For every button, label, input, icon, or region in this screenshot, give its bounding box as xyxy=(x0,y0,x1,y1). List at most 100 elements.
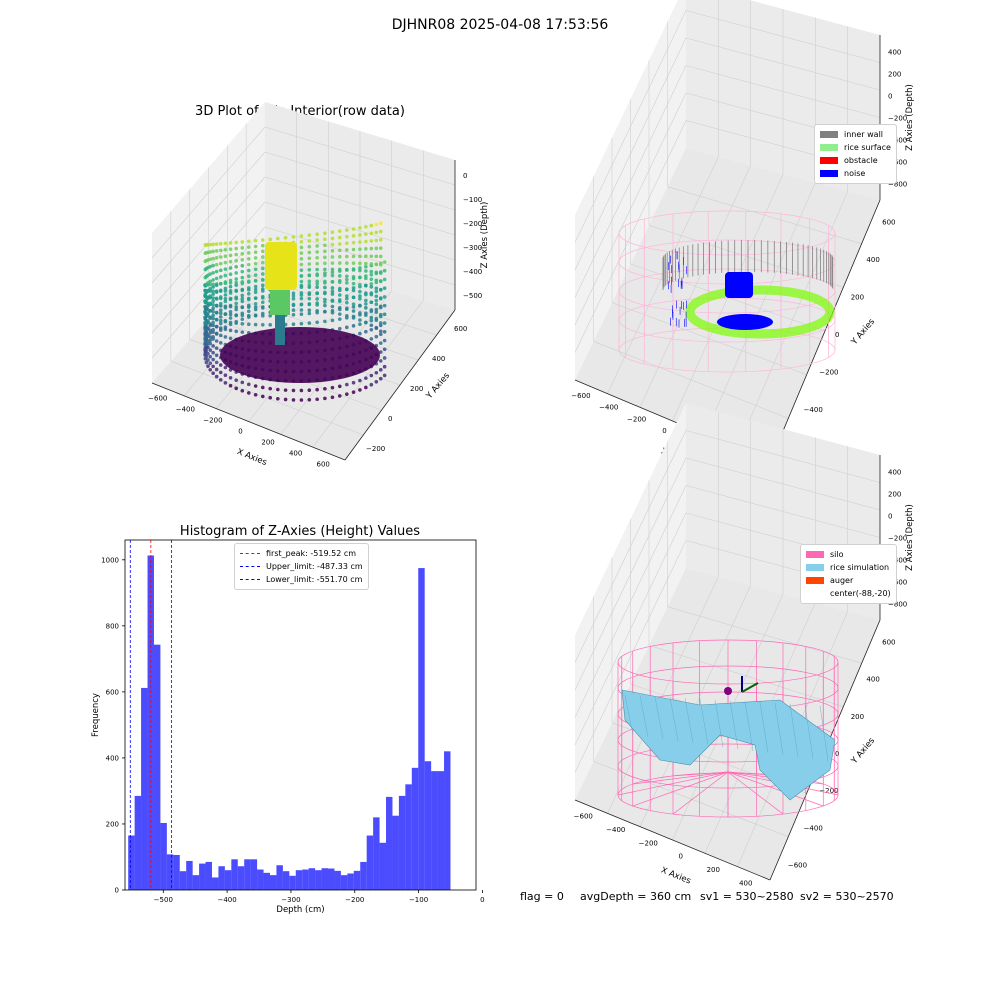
br-surface-mesh-line xyxy=(625,695,633,735)
tl-y-tick-label: 200 xyxy=(410,385,423,393)
tr-gridline xyxy=(575,66,686,298)
tl-cloud-point xyxy=(234,313,238,317)
br-silo-floor-spoke xyxy=(673,772,728,776)
histogram-bar xyxy=(360,862,366,890)
tl-cloud-point xyxy=(219,269,223,273)
histogram-bar xyxy=(289,876,295,890)
tl-cloud-point xyxy=(370,277,374,281)
tl-cloud-point xyxy=(247,292,251,296)
tl-cloud-point xyxy=(224,381,228,385)
histogram-bar xyxy=(405,784,411,890)
tl-cloud-point xyxy=(375,286,379,290)
tl-cloud-point xyxy=(254,245,258,249)
tl-cloud-point xyxy=(224,280,228,284)
tl-cloud-point xyxy=(331,255,335,259)
tl-cloud-point xyxy=(205,349,209,353)
tl-cloud-point xyxy=(308,245,312,249)
legend-label: rice surface xyxy=(844,143,891,152)
tl-cloud-point xyxy=(323,256,327,260)
tl-cloud-point xyxy=(300,351,304,355)
tl-cloud-point xyxy=(206,302,210,306)
tl-cloud-point xyxy=(234,277,238,281)
br-silo-floor-spoke xyxy=(618,772,728,795)
tl-cloud-point xyxy=(300,240,304,244)
tl-cloud-point xyxy=(240,270,244,274)
tl-cloud-point xyxy=(379,341,383,345)
tl-cloud-point xyxy=(370,285,374,289)
tl-cloud-point xyxy=(383,339,387,343)
tl-cloud-point xyxy=(211,278,215,282)
tl-cloud-point xyxy=(240,330,244,334)
tl-cloud-point xyxy=(240,297,244,301)
tl-cloud-point xyxy=(345,392,349,396)
br-surface-mesh-line xyxy=(655,697,663,739)
histogram-x-axis-label: Depth (cm) xyxy=(276,905,324,915)
legend-label: Upper_limit: -487.33 cm xyxy=(266,562,363,571)
tl-cloud-point xyxy=(345,235,349,239)
tl-cloud-point xyxy=(308,283,312,287)
tl-cloud-point xyxy=(300,285,304,289)
tl-cloud-point xyxy=(224,327,228,331)
tl-cloud-point xyxy=(300,284,304,288)
tl-cloud-point xyxy=(224,343,228,347)
tl-cloud-point xyxy=(229,266,233,270)
histogram-bar xyxy=(173,855,179,890)
tl-cloud-point xyxy=(338,242,342,246)
tl-cloud-point xyxy=(254,296,258,300)
tl-cloud-point xyxy=(358,247,362,251)
histogram-bar xyxy=(412,768,418,890)
tl-cloud-point xyxy=(206,289,210,293)
tl-cloud-point xyxy=(308,233,312,237)
tl-cloud-point xyxy=(254,308,258,312)
tl-cloud-point xyxy=(323,292,327,296)
tl-cloud-point xyxy=(215,283,219,287)
tl-cloud-point xyxy=(215,242,219,246)
tr-x-tick-label: −200 xyxy=(627,415,646,423)
tl-cloud-point xyxy=(234,346,238,350)
tr-gridline xyxy=(608,157,719,394)
tl-cloud-point xyxy=(254,290,258,294)
histogram-bar xyxy=(367,836,373,890)
tl-cloud-point xyxy=(284,304,288,308)
tl-cloud-point xyxy=(204,317,208,321)
tr-z-tick-label: 0 xyxy=(888,93,892,101)
br-auger-axis-y xyxy=(742,683,758,692)
br-surface-mesh-line xyxy=(670,697,678,741)
br-simulation xyxy=(618,640,838,817)
histogram-bar xyxy=(392,816,398,890)
tl-cloud-point xyxy=(292,297,296,301)
legend-label: inner wall xyxy=(844,130,883,139)
tl-cloud-point xyxy=(308,291,312,295)
tl-cloud-point xyxy=(247,374,251,378)
tl-cloud-point xyxy=(379,280,383,284)
tl-cloud-point xyxy=(375,335,379,339)
br-gridline xyxy=(649,645,843,706)
tl-cloud-point xyxy=(315,272,319,276)
tl-cloud-point xyxy=(254,367,258,371)
tl-cloud-point xyxy=(247,263,251,267)
legend-label: Lower_limit: -551.70 cm xyxy=(266,575,362,584)
tl-cloud-point xyxy=(208,243,212,247)
tl-cloud-point xyxy=(247,280,251,284)
histogram-bar xyxy=(186,861,192,890)
tl-cloud-point xyxy=(308,369,312,373)
tl-cloud-point xyxy=(370,247,374,251)
tl-cloud-point xyxy=(206,289,210,293)
tl-cloud-point xyxy=(215,256,219,260)
tr-gridline xyxy=(594,341,789,418)
tl-cloud-point xyxy=(345,307,349,311)
tl-cloud-point xyxy=(352,371,356,375)
tl-cloud-point xyxy=(234,330,238,334)
tl-cloud-point xyxy=(261,255,265,259)
br-silo-bottom-rim xyxy=(618,773,838,817)
tl-y-axis-line xyxy=(345,310,455,460)
tl-x-tick-label: 200 xyxy=(261,439,274,447)
tl-cloud-point xyxy=(247,298,251,302)
br-center-marker xyxy=(724,687,732,695)
tl-cloud-point xyxy=(352,296,356,300)
tl-gridline xyxy=(209,318,401,386)
tl-cloud-point xyxy=(203,348,207,352)
tl-cloud-point xyxy=(205,283,209,287)
tl-cloud-point xyxy=(370,300,374,304)
tl-gridline xyxy=(249,281,361,422)
